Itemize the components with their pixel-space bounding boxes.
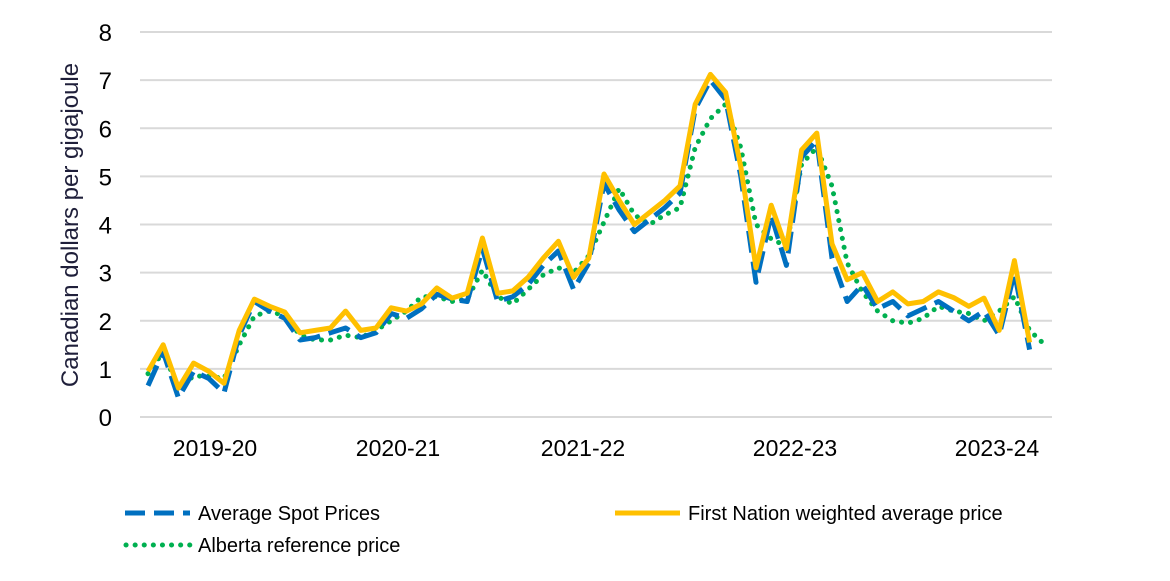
y-tick-label: 0 [99, 405, 112, 432]
y-tick-label: 1 [99, 357, 112, 384]
x-tick-label: 2020-21 [356, 435, 440, 461]
y-tick-label: 7 [99, 68, 112, 95]
series-line-first-nation-weighted-average-price [145, 71, 1033, 391]
series-line-average-spot-prices [145, 77, 1033, 401]
y-tick-label: 2 [99, 309, 112, 336]
y-tick-label: 4 [99, 213, 112, 240]
legend-label-alberta: Alberta reference price [198, 535, 400, 557]
legend-label-first-nation: First Nation weighted average price [688, 503, 1003, 525]
y-tick-label: 5 [99, 164, 112, 191]
x-tick-label: 2021-22 [541, 435, 625, 461]
legend-item-first-nation: First Nation weighted average price [615, 503, 1003, 525]
legend-item-spot: Average Spot Prices [125, 503, 380, 525]
x-axis-ticks: 2019-20 2020-21 2021-22 2022-23 2023-24 [173, 435, 1040, 461]
x-tick-label: 2023-24 [955, 435, 1040, 461]
y-tick-label: 6 [99, 116, 112, 143]
y-tick-label: 8 [99, 20, 112, 47]
x-tick-label: 2022-23 [753, 435, 837, 461]
series-lines [145, 71, 1048, 401]
y-axis-ticks: 0 1 2 3 4 5 6 7 8 [99, 20, 112, 432]
y-axis-label: Canadian dollars per gigajoule [57, 63, 84, 387]
legend: Average Spot Prices First Nation weighte… [123, 503, 1003, 557]
x-tick-label: 2019-20 [173, 435, 257, 461]
legend-label-spot: Average Spot Prices [198, 503, 380, 525]
series-line-alberta-reference-price [145, 101, 1048, 391]
legend-item-alberta: Alberta reference price [123, 535, 400, 557]
y-tick-label: 3 [99, 261, 112, 288]
